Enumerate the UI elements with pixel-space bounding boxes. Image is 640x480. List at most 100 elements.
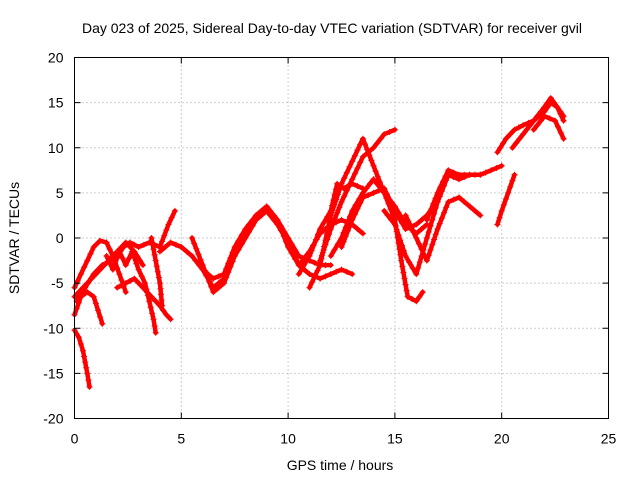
data-point-marker xyxy=(258,210,265,217)
data-point-marker xyxy=(263,207,270,214)
data-point-marker xyxy=(156,248,163,255)
data-point-marker xyxy=(206,278,213,285)
y-tick-label: 5 xyxy=(56,185,64,201)
data-point-marker xyxy=(334,241,341,247)
data-point-marker xyxy=(173,241,179,248)
data-point-marker xyxy=(155,274,162,281)
data-point-marker xyxy=(118,282,125,289)
data-point-marker xyxy=(85,280,91,287)
data-point-marker xyxy=(398,257,405,264)
data-point-marker xyxy=(456,171,462,178)
data-point-marker xyxy=(375,187,382,194)
data-point-marker xyxy=(418,216,425,223)
data-point-marker xyxy=(278,227,284,234)
data-point-marker xyxy=(416,259,423,266)
data-point-marker xyxy=(314,267,321,274)
data-point-marker xyxy=(436,220,443,227)
data-point-marker xyxy=(516,135,523,142)
data-point-marker xyxy=(274,221,281,228)
data-point-marker xyxy=(349,176,356,183)
data-point-marker xyxy=(162,244,169,250)
data-point-marker xyxy=(423,216,430,223)
data-point-marker xyxy=(427,247,434,253)
data-point-marker xyxy=(90,271,97,278)
data-point-marker xyxy=(482,169,489,176)
data-point-marker xyxy=(167,239,174,246)
data-point-marker xyxy=(80,347,86,354)
data-point-marker xyxy=(342,233,349,240)
data-point-marker xyxy=(81,353,88,360)
data-point-marker xyxy=(192,257,199,264)
data-point-marker xyxy=(507,183,514,190)
data-point-marker xyxy=(150,246,157,253)
data-point-marker xyxy=(500,140,507,147)
data-point-marker xyxy=(129,248,136,255)
data-point-marker xyxy=(87,250,94,257)
data-point-marker xyxy=(347,222,353,229)
data-point-marker xyxy=(215,284,222,291)
data-point-marker xyxy=(477,171,484,178)
data-point-marker xyxy=(138,273,145,280)
data-point-marker xyxy=(149,240,156,247)
data-point-marker xyxy=(142,280,148,287)
data-point-marker xyxy=(81,264,88,271)
data-point-marker xyxy=(557,129,564,136)
data-point-marker xyxy=(354,183,361,190)
data-point-marker xyxy=(341,193,348,200)
data-point-marker xyxy=(215,273,222,280)
data-point-marker xyxy=(317,257,324,264)
series-track-14 xyxy=(317,126,398,264)
data-point-marker xyxy=(523,126,530,133)
data-point-marker xyxy=(428,206,435,213)
data-point-marker xyxy=(245,221,252,228)
data-point-marker xyxy=(140,241,147,248)
data-point-marker xyxy=(386,129,393,135)
data-point-marker xyxy=(365,149,372,156)
data-point-marker xyxy=(374,140,381,147)
data-point-marker xyxy=(409,265,416,272)
data-point-marker xyxy=(349,216,356,223)
data-point-marker xyxy=(440,178,446,185)
data-point-marker xyxy=(425,252,432,259)
data-point-marker xyxy=(148,293,155,300)
data-point-marker xyxy=(327,226,334,232)
data-point-marker xyxy=(82,284,89,291)
data-point-marker xyxy=(329,207,336,214)
data-point-marker xyxy=(106,246,113,253)
data-point-marker xyxy=(99,262,106,269)
data-point-marker xyxy=(150,316,157,323)
series-line xyxy=(381,172,483,277)
data-point-marker xyxy=(116,271,123,278)
data-point-marker xyxy=(515,124,522,131)
data-point-marker xyxy=(505,189,512,196)
data-point-marker xyxy=(399,263,406,270)
data-point-marker xyxy=(429,216,436,223)
data-point-marker xyxy=(402,226,409,232)
x-tick-label: 15 xyxy=(387,431,403,447)
data-point-marker xyxy=(354,205,361,212)
data-point-marker xyxy=(227,254,234,261)
data-point-marker xyxy=(343,187,350,194)
data-point-marker xyxy=(151,251,158,258)
series-track-06 xyxy=(103,248,159,336)
data-point-marker xyxy=(493,165,500,172)
data-point-marker xyxy=(400,247,407,254)
data-point-marker xyxy=(344,227,351,234)
data-point-marker xyxy=(338,198,345,205)
data-point-marker xyxy=(77,271,84,278)
data-point-marker xyxy=(131,241,138,248)
data-point-marker xyxy=(338,266,345,273)
data-point-marker xyxy=(359,153,366,160)
data-point-marker xyxy=(295,262,302,269)
data-point-marker xyxy=(415,240,422,247)
data-point-marker xyxy=(90,293,97,300)
series-track-10 xyxy=(189,203,366,296)
data-point-marker xyxy=(402,253,409,259)
data-point-marker xyxy=(430,200,437,207)
data-point-marker xyxy=(496,214,503,221)
data-point-marker xyxy=(437,184,444,191)
data-point-marker xyxy=(135,244,142,250)
tick-layer: 0 5 10 15 20 25 -20 -15 -10 -5 0 5 10 15 20 xyxy=(43,50,616,447)
data-point-marker xyxy=(507,131,514,138)
y-tick-label: 10 xyxy=(48,140,64,156)
